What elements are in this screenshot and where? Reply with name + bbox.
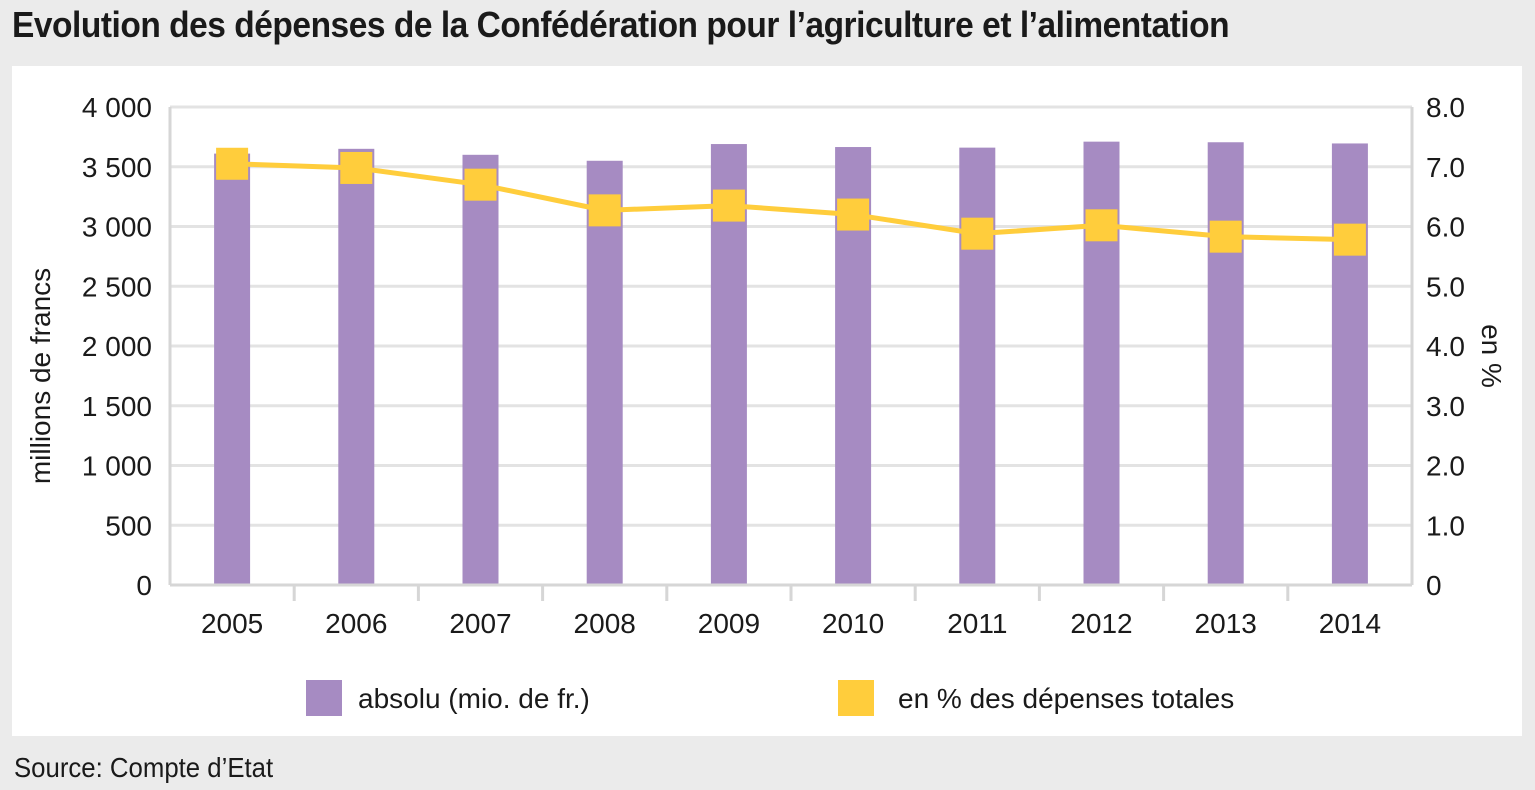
line-marker bbox=[1085, 209, 1118, 242]
line-marker bbox=[340, 151, 373, 184]
bar bbox=[959, 147, 996, 585]
x-tick-label: 2011 bbox=[947, 608, 1007, 639]
y-axis-title-left: millions de francs bbox=[25, 268, 56, 484]
x-tick-label: 2010 bbox=[822, 608, 884, 639]
bar bbox=[338, 148, 375, 585]
source-note: Source: Compte d’Etat bbox=[14, 752, 274, 783]
line-marker bbox=[837, 198, 870, 231]
grid-layer bbox=[170, 105, 1412, 527]
bar bbox=[214, 153, 251, 585]
legend-label-bars: absolu (mio. de fr.) bbox=[358, 683, 590, 714]
y-tick-label-left: 1 500 bbox=[82, 391, 152, 422]
y-tick-label-right: 5.0 bbox=[1426, 271, 1465, 302]
series-line bbox=[232, 161, 1350, 243]
axis-layer: 0 0 500 1.0 1 000 2.0 1 500 3.0 2 000 4.0 2 500 5.0… bbox=[25, 92, 1507, 639]
legend: absolu (mio. de fr.) en % des dépenses to… bbox=[306, 680, 1234, 716]
chart-title: Evolution des dépenses de la Confédérati… bbox=[12, 4, 1230, 45]
y-axis-title-right: en % bbox=[1476, 324, 1507, 388]
x-tick-label: 2013 bbox=[1195, 608, 1257, 639]
y-tick-label-left: 0 bbox=[136, 570, 152, 601]
line-layer bbox=[216, 147, 1366, 256]
x-tick-label: 2007 bbox=[449, 608, 511, 639]
bar-layer bbox=[214, 141, 1368, 586]
line-marker bbox=[961, 217, 994, 250]
bar bbox=[1083, 141, 1120, 585]
legend-swatch-line bbox=[838, 680, 874, 716]
line-marker bbox=[216, 147, 249, 180]
x-tick-label: 2006 bbox=[325, 608, 387, 639]
x-tick-label: 2014 bbox=[1319, 608, 1381, 639]
x-tick-label: 2008 bbox=[574, 608, 636, 639]
y-tick-label-right: 3.0 bbox=[1426, 391, 1465, 422]
x-tick-label: 2009 bbox=[698, 608, 760, 639]
y-tick-label-right: 8.0 bbox=[1426, 92, 1465, 123]
bar bbox=[462, 154, 499, 586]
y-tick-label-right: 2.0 bbox=[1426, 451, 1465, 482]
bar bbox=[1331, 143, 1368, 585]
y-tick-label-left: 3 500 bbox=[82, 152, 152, 183]
y-tick-label-left: 1 000 bbox=[82, 451, 152, 482]
y-tick-label-right: 1.0 bbox=[1426, 510, 1465, 541]
legend-label-line: en % des dépenses totales bbox=[898, 683, 1234, 714]
y-tick-label-left: 2 500 bbox=[82, 271, 152, 302]
line-marker bbox=[712, 189, 745, 222]
bar bbox=[586, 160, 623, 585]
legend-swatch-bars bbox=[306, 680, 342, 716]
y-tick-label-left: 3 000 bbox=[82, 212, 152, 243]
line-marker bbox=[588, 194, 621, 227]
line-marker bbox=[1209, 220, 1242, 253]
y-tick-label-right: 4.0 bbox=[1426, 331, 1465, 362]
line-marker bbox=[464, 168, 497, 201]
chart-svg: 0 0 500 1.0 1 000 2.0 1 500 3.0 2 000 4.0 2 500 5.0… bbox=[25, 92, 1507, 716]
y-tick-label-right: 0 bbox=[1426, 570, 1442, 601]
y-tick-label-left: 500 bbox=[105, 510, 152, 541]
y-tick-label-left: 2 000 bbox=[82, 331, 152, 362]
chart-panel: 0 0 500 1.0 1 000 2.0 1 500 3.0 2 000 4.0 2 500 5.0… bbox=[12, 66, 1522, 736]
x-tick-label: 2012 bbox=[1070, 608, 1132, 639]
x-tick-label: 2005 bbox=[201, 608, 263, 639]
line-marker bbox=[1333, 223, 1366, 256]
y-tick-label-right: 7.0 bbox=[1426, 152, 1465, 183]
y-tick-label-left: 4 000 bbox=[82, 92, 152, 123]
bar bbox=[1207, 142, 1244, 585]
y-tick-label-right: 6.0 bbox=[1426, 212, 1465, 243]
